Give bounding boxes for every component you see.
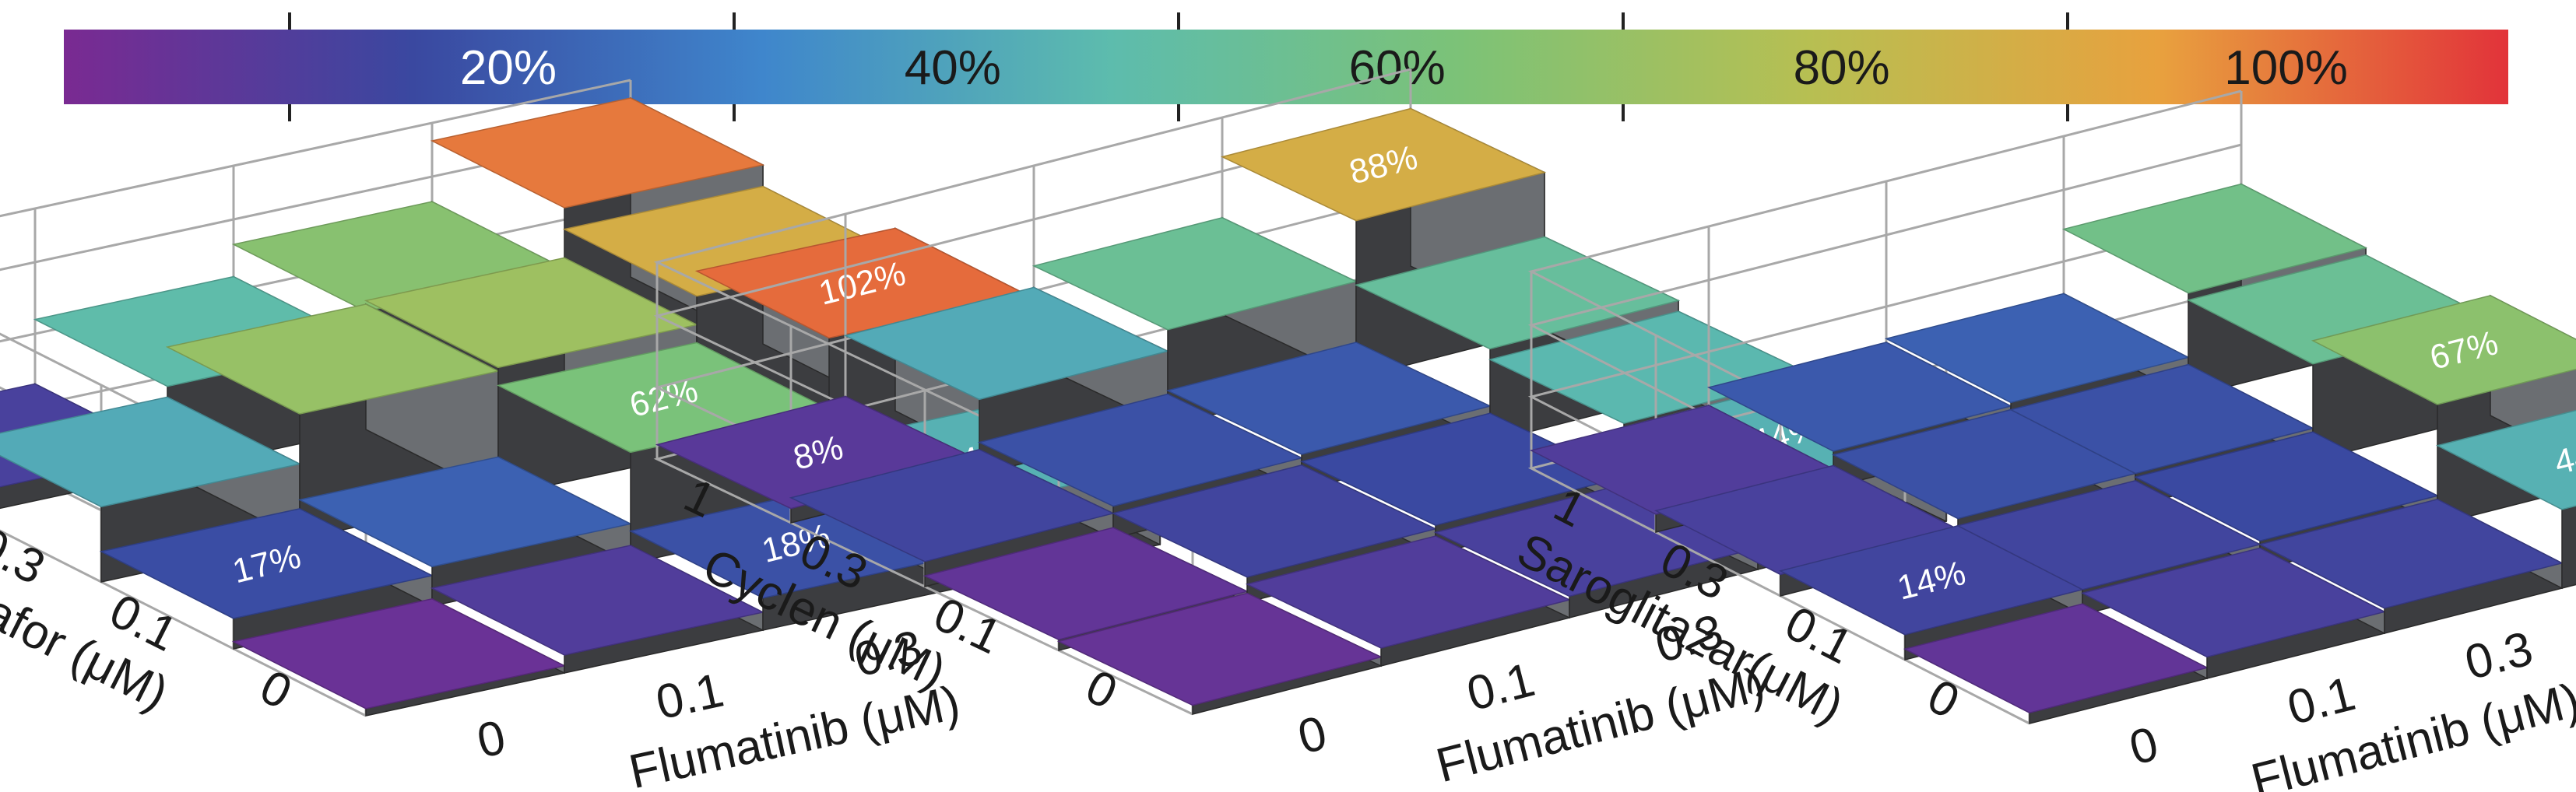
- bar-top-face: [364, 257, 699, 369]
- bar-top-face: [1165, 342, 1492, 455]
- colorbar-label: 80%: [1794, 41, 1890, 95]
- bar-top-face: [297, 456, 633, 568]
- bar-top-face: [2311, 295, 2576, 405]
- x-tick-label: 0: [473, 710, 510, 769]
- bar-top-face: [99, 508, 434, 619]
- colorbar-label: 40%: [905, 41, 1001, 95]
- bar-top-face: [1956, 480, 2262, 590]
- bar-top-face: [1903, 603, 2209, 713]
- bar-top-face: [1220, 107, 1547, 222]
- colorbar-label: 20%: [460, 41, 557, 95]
- bar-top-face: [0, 396, 302, 508]
- bar: [1903, 602, 2209, 724]
- bar-top-face: [923, 527, 1249, 640]
- bar-top-face: [430, 97, 765, 209]
- bar: [789, 448, 1116, 587]
- y-tick-label: 0: [1077, 660, 1125, 720]
- bar-top-face: [1111, 464, 1438, 578]
- bar-top-face: [1354, 236, 1681, 350]
- bar: [2080, 547, 2387, 679]
- bar-top-face: [2133, 431, 2440, 541]
- bar-front-face: [2561, 505, 2576, 589]
- bar: [1056, 592, 1383, 715]
- y-tick-label: 0.3: [0, 517, 53, 594]
- bar-top-face: [2061, 183, 2368, 294]
- x-tick-label: 0.1: [2283, 667, 2361, 735]
- colorbar: 20% 40% 60% 80% 100%: [64, 12, 2508, 121]
- bar: [2435, 409, 2576, 589]
- bar: [1245, 534, 1572, 667]
- bar-top-face: [1245, 535, 1572, 649]
- bar: [231, 598, 567, 717]
- bar-top-face: [165, 303, 501, 415]
- bar-top-face: [977, 393, 1304, 507]
- bar-top-face: [430, 545, 765, 656]
- bar-top-face: [843, 286, 1170, 401]
- bar-top-face: [1706, 342, 2013, 452]
- colorbar-gradient: [64, 30, 2508, 104]
- bar-top-face: [1299, 412, 1626, 526]
- bar: [430, 544, 765, 674]
- x-tick-label: 0: [1293, 706, 1333, 764]
- bar-top-face: [231, 598, 567, 710]
- bar3d-panel-3: 14%67%44%00.10.31Flumatinib (μM)00.10.31…: [1509, 89, 2576, 792]
- bar-top-face: [2258, 499, 2564, 609]
- x-tick-label: 0: [2124, 717, 2163, 775]
- bar-top-face: [789, 449, 1116, 562]
- bar-top-face: [1884, 293, 2191, 404]
- bar-top-face: [1056, 592, 1383, 706]
- bars: [655, 107, 1949, 715]
- x-tick-label: 0.3: [2460, 622, 2539, 690]
- panels: 17%18%62%102%44%00.10.31Flumatinib (μM)0…: [0, 68, 2576, 792]
- bar: [2258, 498, 2564, 634]
- bars: [1529, 183, 2576, 724]
- bar-top-face: [2080, 547, 2387, 658]
- bar-top-face: [2008, 363, 2315, 475]
- x-tick-label: 0.1: [652, 664, 729, 731]
- y-tick-label: 0: [251, 660, 300, 720]
- colorbar-label: 100%: [2224, 41, 2348, 95]
- x-tick-label: 0.1: [1462, 653, 1541, 721]
- bar-top-face: [1031, 217, 1358, 331]
- bar-top-face: [2435, 409, 2576, 510]
- bar: [297, 456, 633, 607]
- colorbar-label: 60%: [1349, 41, 1446, 95]
- y-tick-label: 0: [1919, 669, 1967, 729]
